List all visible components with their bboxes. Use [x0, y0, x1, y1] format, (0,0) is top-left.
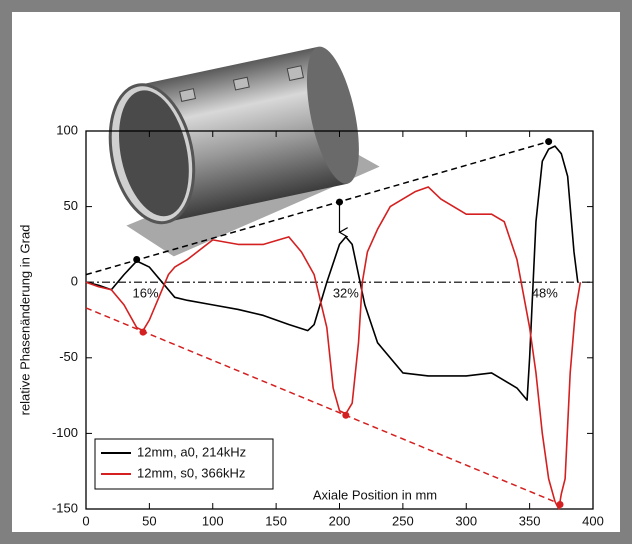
x-tick-label: 250 [392, 513, 414, 528]
marker [140, 329, 147, 336]
x-tick-label: 50 [142, 513, 156, 528]
y-tick-label: 0 [71, 274, 78, 289]
x-tick-label: 200 [329, 513, 351, 528]
y-tick-label: 50 [64, 198, 78, 213]
y-axis-label: relative Phasenänderung in Grad [17, 225, 32, 416]
marker [557, 501, 564, 508]
x-axis-label: Axiale Position in mm [313, 487, 437, 502]
y-tick-label: -150 [52, 500, 78, 515]
x-tick-label: 100 [202, 513, 224, 528]
y-tick-label: -100 [52, 425, 78, 440]
marker [342, 412, 349, 419]
marker [133, 256, 140, 263]
legend-label: 12mm, s0, 366kHz [137, 465, 245, 480]
y-tick-label: -50 [59, 349, 78, 364]
x-tick-label: 150 [265, 513, 287, 528]
annotation: 48% [532, 286, 558, 301]
legend-label: 12mm, a0, 214kHz [137, 444, 246, 459]
marker [336, 199, 343, 206]
x-tick-label: 350 [519, 513, 541, 528]
marker [545, 138, 552, 145]
annotation: 32% [333, 286, 359, 301]
x-tick-label: 300 [455, 513, 477, 528]
annotation: 16% [133, 286, 159, 301]
y-tick-label: 100 [56, 122, 78, 137]
chart: relative Phasenänderung in Grad 0 50 100 15… [0, 0, 632, 544]
x-tick-label: 400 [582, 513, 604, 528]
x-tick-label: 0 [82, 513, 89, 528]
